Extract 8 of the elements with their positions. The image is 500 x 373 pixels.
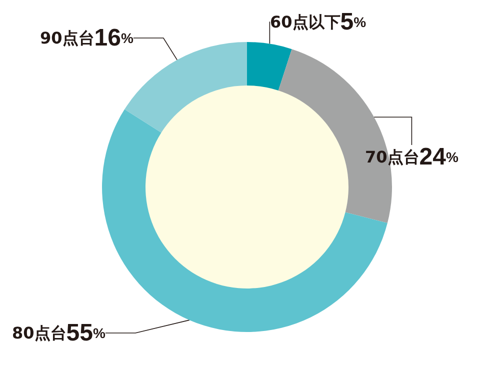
- slice-label: 80点台: [12, 324, 66, 342]
- slice-label: 70点台: [365, 148, 420, 166]
- data-label: 16%: [94, 24, 134, 52]
- data-label: 55%: [66, 320, 106, 346]
- slice-label: 90点台: [40, 28, 94, 48]
- data-label: 24%: [419, 144, 459, 170]
- data-label: 5%: [340, 8, 367, 36]
- slice-label: 60点以下: [270, 12, 340, 32]
